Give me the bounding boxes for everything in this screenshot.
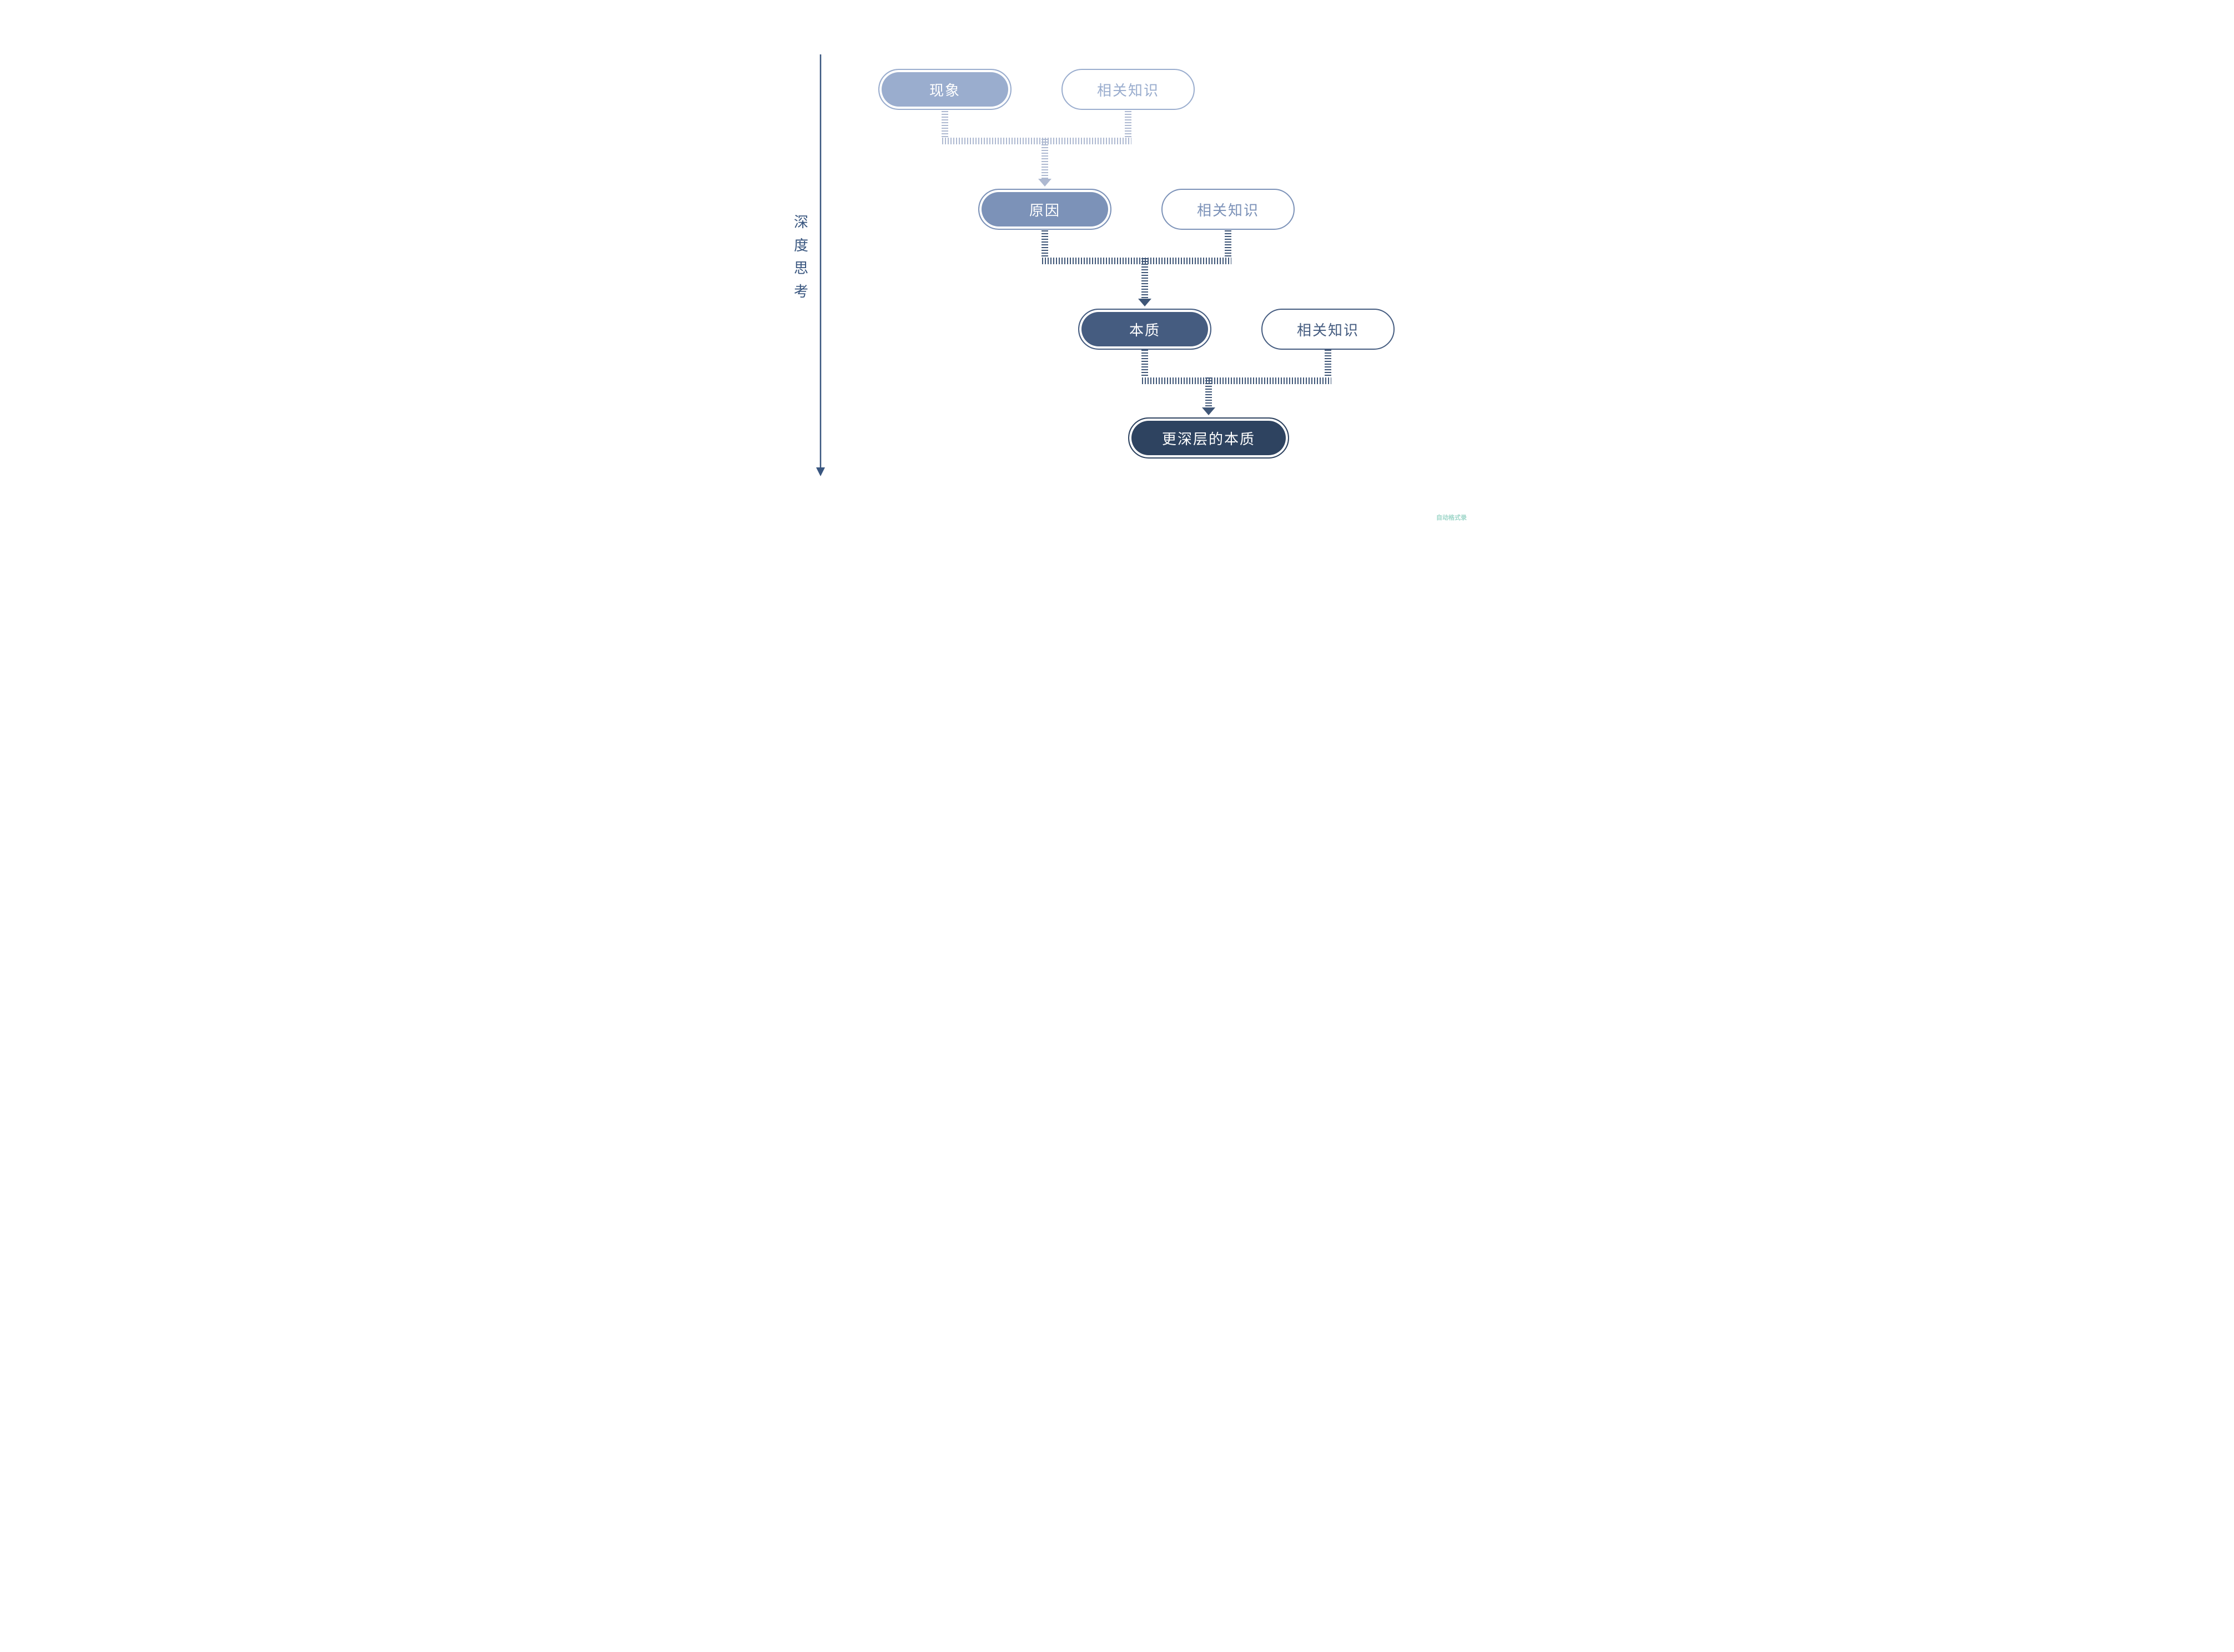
node-label: 本质 — [1129, 319, 1160, 340]
node-label: 相关知识 — [1297, 319, 1359, 340]
axis-label-char: 深 — [794, 211, 808, 234]
watermark: 自动格式录 — [1436, 513, 1467, 522]
node-n7: 更深层的本质 — [1128, 417, 1289, 459]
node-label: 相关知识 — [1097, 79, 1159, 100]
node-n5: 本质 — [1078, 309, 1211, 350]
node-n4: 相关知识 — [1161, 189, 1295, 230]
axis-label-char: 思 — [794, 257, 808, 280]
node-label: 原因 — [1029, 199, 1060, 220]
axis-label-vertical: 深度思考 — [794, 211, 808, 303]
node-n2: 相关知识 — [1061, 69, 1195, 110]
axis-label-char: 度 — [794, 234, 808, 258]
node-label: 现象 — [929, 79, 960, 100]
node-n3: 原因 — [978, 189, 1111, 230]
node-label: 更深层的本质 — [1162, 428, 1255, 449]
node-label: 相关知识 — [1197, 199, 1259, 220]
axis-label-char: 考 — [794, 280, 808, 304]
node-n1: 现象 — [878, 69, 1012, 110]
node-n6: 相关知识 — [1261, 309, 1395, 350]
diagram-stage: 深度思考 自动格式录 现象相关知识原因相关知识本质相关知识更深层的本质 — [762, 0, 1472, 525]
watermark-text: 自动格式录 — [1436, 515, 1467, 521]
